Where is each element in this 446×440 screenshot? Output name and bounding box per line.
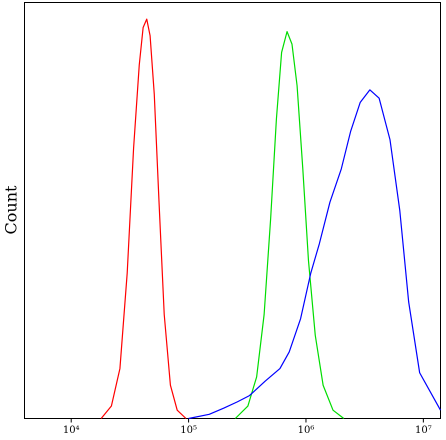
histogram-line — [234, 31, 345, 419]
x-tick-label: 10⁴ — [63, 425, 80, 436]
y-axis-label: Count — [2, 185, 21, 234]
x-tick-label: 10⁵ — [180, 425, 197, 436]
x-tick-label: 10⁶ — [298, 425, 315, 436]
histogram-line — [188, 89, 442, 420]
x-tick-label: 10⁷ — [415, 425, 432, 436]
plot-frame — [24, 2, 441, 419]
histogram-line — [100, 18, 187, 419]
